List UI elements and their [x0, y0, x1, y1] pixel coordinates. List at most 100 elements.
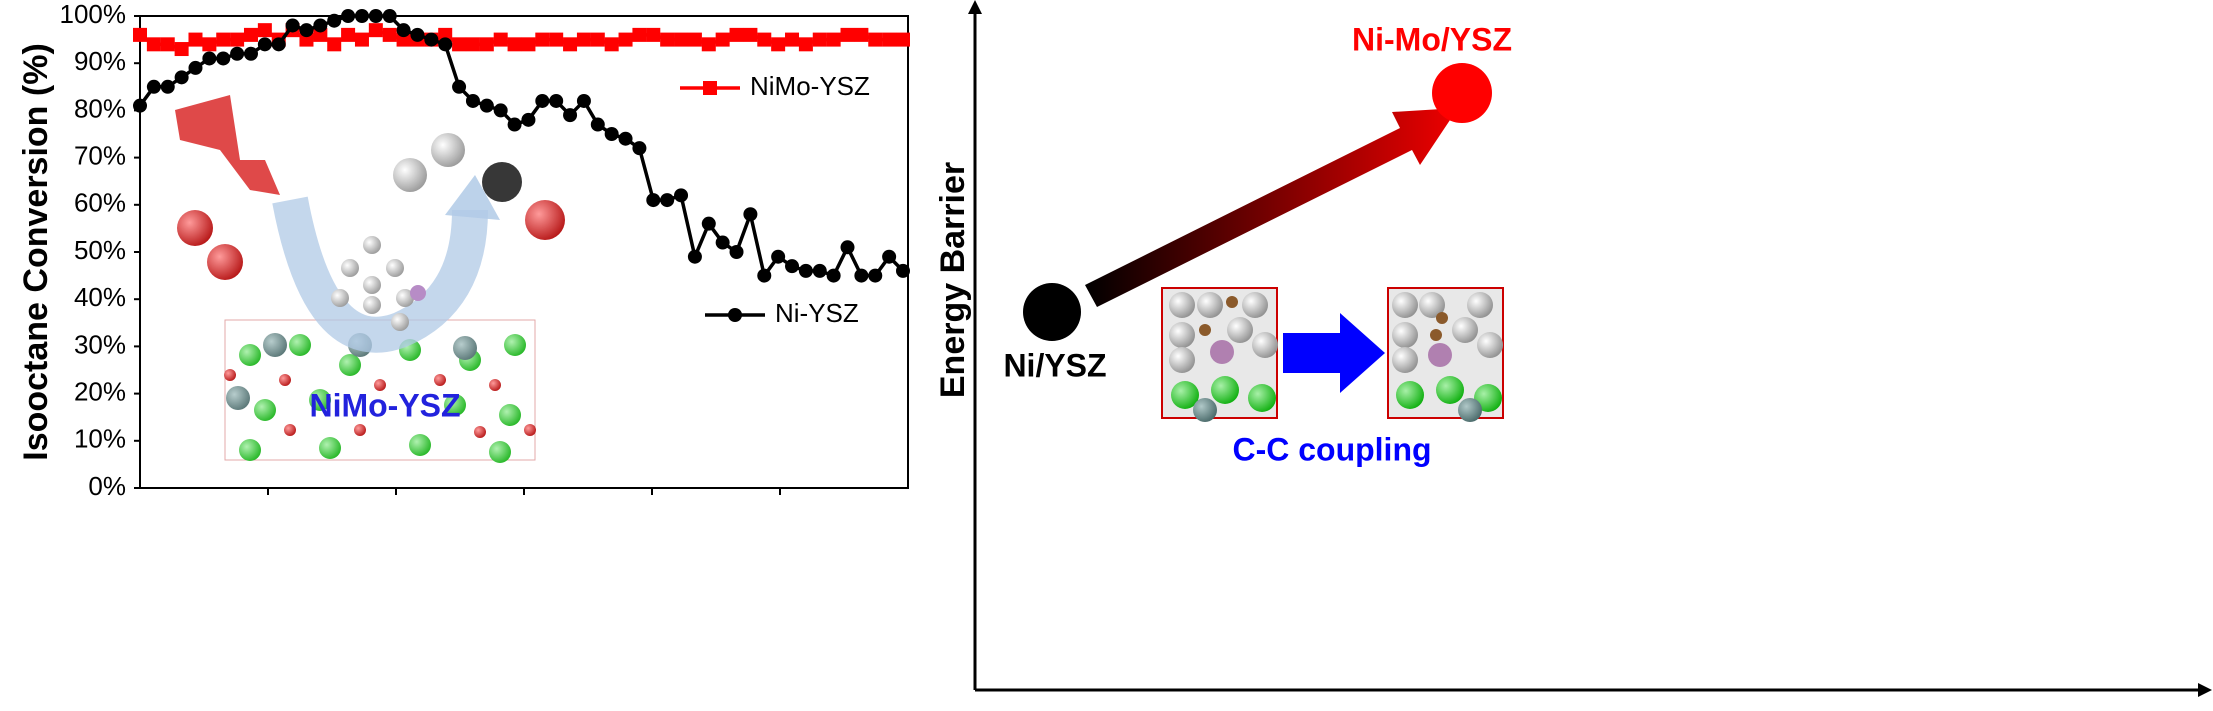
marker — [715, 32, 730, 47]
marker — [646, 27, 661, 42]
marker — [618, 32, 633, 47]
marker — [146, 79, 161, 94]
marker — [785, 259, 800, 274]
marker — [646, 193, 661, 208]
marker — [701, 216, 716, 231]
marker — [299, 23, 314, 38]
marker — [354, 9, 369, 23]
marker — [743, 207, 758, 222]
marker — [188, 60, 203, 75]
marker — [535, 32, 550, 47]
y-tick-label: 100% — [60, 0, 127, 29]
marker — [243, 27, 258, 42]
marker — [660, 193, 675, 208]
y-tick-label: 40% — [74, 282, 126, 312]
y-tick-label: 70% — [74, 140, 126, 170]
marker — [174, 42, 189, 57]
marker — [174, 70, 189, 85]
marker — [160, 79, 175, 94]
marker — [230, 32, 245, 47]
marker — [354, 32, 369, 47]
marker — [133, 27, 147, 42]
marker — [133, 98, 147, 113]
inset-label: NiMo-YSZ — [309, 387, 460, 423]
marker — [604, 127, 619, 141]
y-tick-label: 10% — [74, 424, 126, 454]
marker — [576, 93, 591, 108]
marker — [826, 268, 841, 283]
marker — [771, 37, 786, 52]
marker — [410, 27, 425, 42]
marker — [382, 9, 397, 23]
marker — [618, 131, 633, 146]
marker — [896, 32, 910, 47]
marker — [563, 37, 578, 52]
marker — [840, 240, 855, 255]
y-tick-label: 80% — [74, 93, 126, 123]
marker — [493, 103, 508, 118]
marker — [160, 37, 175, 52]
y-tick-label: 20% — [74, 376, 126, 406]
marker — [576, 32, 591, 47]
marker — [729, 27, 744, 42]
marker — [729, 245, 744, 259]
marker — [452, 79, 467, 94]
marker — [826, 32, 841, 47]
marker — [563, 108, 578, 123]
marker — [715, 235, 730, 250]
marker — [257, 23, 272, 38]
marker — [327, 13, 342, 28]
marker — [549, 32, 564, 47]
marker — [812, 32, 827, 47]
marker — [368, 23, 383, 38]
y-tick-label: 0% — [88, 471, 126, 501]
marker — [868, 268, 883, 283]
catalyst-illustration — [175, 95, 565, 463]
marker — [660, 32, 675, 47]
marker — [896, 263, 910, 278]
legend-marker — [703, 81, 717, 95]
marker — [368, 9, 383, 23]
marker — [868, 32, 883, 47]
marker — [535, 93, 550, 108]
legend-label: NiMo-YSZ — [750, 71, 870, 101]
marker — [285, 18, 300, 33]
marker — [632, 27, 647, 42]
marker — [313, 18, 328, 33]
marker — [854, 27, 869, 42]
marker — [216, 32, 231, 47]
marker — [840, 27, 855, 42]
marker — [465, 93, 480, 108]
marker — [701, 37, 716, 52]
marker — [146, 37, 161, 52]
marker — [604, 37, 619, 52]
marker — [202, 51, 217, 66]
marker — [216, 51, 231, 66]
marker — [327, 37, 342, 52]
marker — [493, 32, 508, 47]
legend-marker — [728, 308, 742, 322]
low-label: Ni/YSZ — [1003, 347, 1106, 383]
marker — [674, 188, 689, 203]
y-tick-label: 30% — [74, 329, 126, 359]
marker — [687, 32, 702, 47]
high-label: Ni-Mo/YSZ — [1352, 21, 1512, 57]
marker — [382, 27, 397, 42]
marker — [521, 112, 536, 127]
marker — [798, 263, 813, 278]
legend-label: Ni-YSZ — [775, 298, 859, 328]
marker — [785, 32, 800, 47]
marker — [549, 93, 564, 108]
marker — [230, 46, 245, 61]
marker — [202, 37, 217, 52]
process-label: C-C coupling — [1232, 431, 1431, 467]
marker — [757, 32, 772, 47]
marker — [771, 249, 786, 264]
y-tick-label: 50% — [74, 235, 126, 265]
marker — [798, 37, 813, 52]
marker — [479, 98, 494, 113]
marker — [854, 268, 869, 283]
marker — [507, 117, 522, 132]
marker — [687, 249, 702, 264]
